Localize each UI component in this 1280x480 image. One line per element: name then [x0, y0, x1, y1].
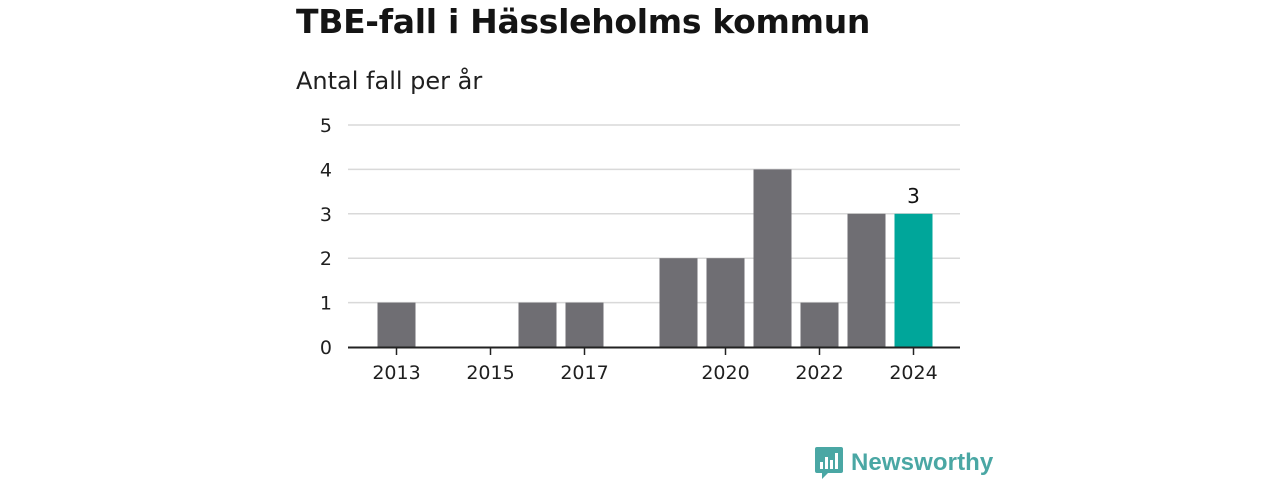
bar	[894, 213, 933, 347]
bar	[518, 302, 557, 347]
bar	[377, 302, 416, 347]
y-axis-ticks: 0 1 2 3 4 5	[320, 115, 332, 359]
data-label: 3	[907, 184, 920, 208]
bar	[659, 258, 698, 347]
newsworthy-logo: Newsworthy	[814, 446, 993, 480]
x-tick-label: 2020	[701, 362, 749, 384]
bar	[847, 213, 886, 347]
newsworthy-logo-icon	[815, 447, 843, 479]
bar	[753, 169, 792, 347]
x-tick-label: 2013	[372, 362, 420, 384]
x-tick-label: 2017	[560, 362, 608, 384]
y-tick-label: 1	[320, 293, 332, 315]
chart-title: TBE-fall i Hässleholms kommun	[296, 2, 871, 41]
data-labels: 3	[907, 184, 920, 208]
bar	[800, 302, 839, 347]
bar	[565, 302, 604, 347]
bars	[377, 169, 933, 347]
bar	[706, 258, 745, 347]
brand-name: Newsworthy	[851, 449, 994, 476]
chart-subtitle: Antal fall per år	[296, 67, 483, 95]
y-tick-label: 2	[320, 248, 332, 270]
y-tick-label: 5	[320, 115, 332, 137]
x-tick-label: 2024	[889, 362, 937, 384]
y-tick-label: 0	[320, 337, 332, 359]
y-tick-label: 4	[320, 159, 332, 181]
x-axis-ticks: 2013 2015 2017 2020 2022 2024	[372, 347, 938, 384]
x-tick-label: 2022	[795, 362, 843, 384]
y-tick-label: 3	[320, 204, 332, 226]
x-tick-label: 2015	[466, 362, 514, 384]
